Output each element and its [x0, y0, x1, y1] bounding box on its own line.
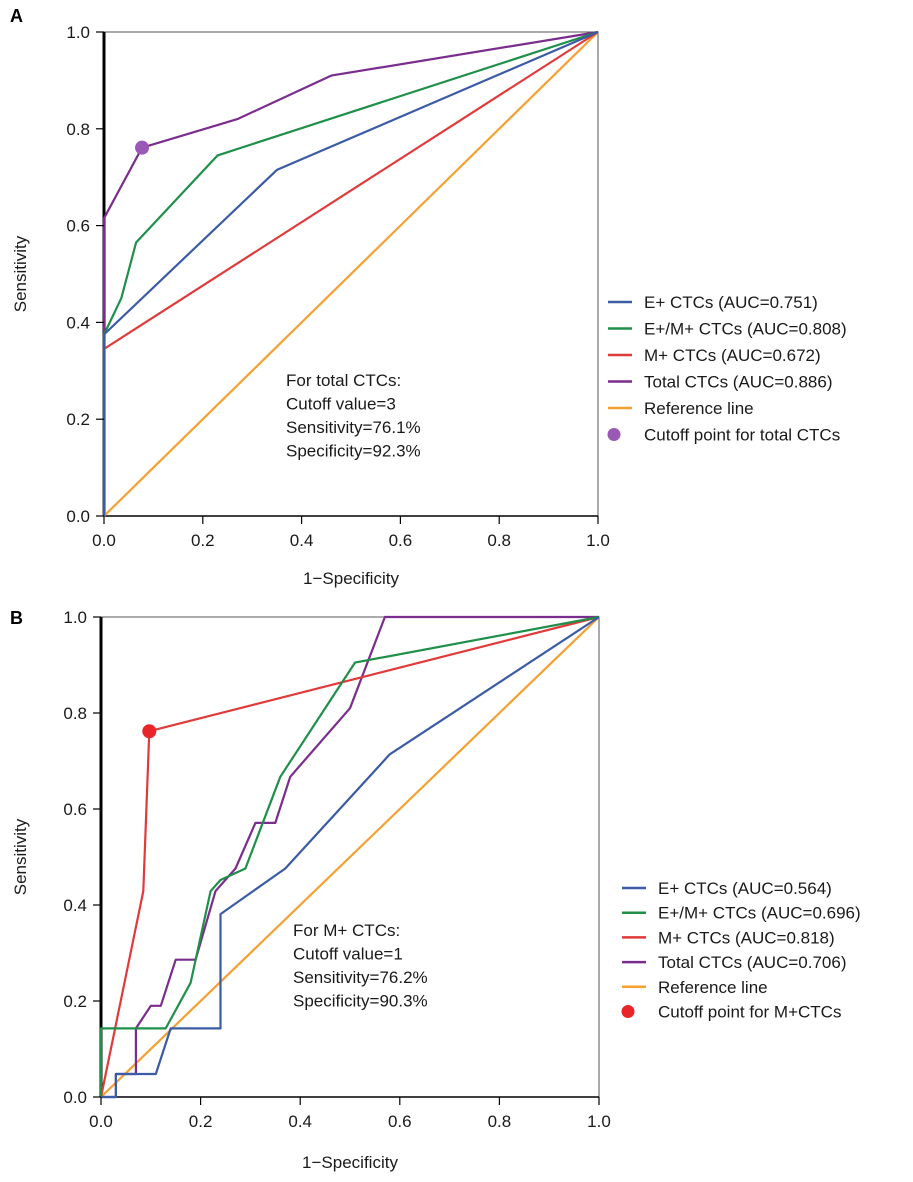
y-tick-label: 0.0 — [66, 507, 90, 526]
cutoff-point-marker — [135, 140, 150, 155]
x-tick-label: 0.4 — [290, 531, 314, 550]
x-tick-label: 0.4 — [288, 1112, 312, 1131]
panel-b: B 1−Specificity Sensitivity 0.0 0.2 0.4 0.6… — [10, 608, 861, 1172]
series-line-m-ctcs-auc-0-818 — [99, 615, 600, 1098]
legend-label: Total CTCs (AUC=0.886) — [644, 373, 832, 392]
legend-label: Cutoff point for M+CTCs — [658, 1003, 841, 1022]
y-tick-label: 1.0 — [66, 23, 90, 42]
legend-label: E+ CTCs (AUC=0.564) — [658, 879, 832, 898]
y-tick-label: 0.2 — [66, 410, 90, 429]
annotation-line: Cutoff value=3 — [286, 395, 396, 414]
series-line-e-ctcs-auc-0-751 — [102, 30, 599, 516]
legend-label: Reference line — [658, 978, 768, 997]
y-tick-label: 0.6 — [63, 800, 87, 819]
annotation-line: Specificity=92.3% — [286, 442, 421, 461]
x-tick-label: 0.2 — [191, 531, 215, 550]
x-tick-label: 0.2 — [189, 1112, 213, 1131]
plot-marks — [102, 30, 599, 517]
legend: E+ CTCs (AUC=0.751) E+/M+ CTCs (AUC=0.808… — [607, 293, 847, 445]
y-tick-label: 0.8 — [66, 120, 90, 139]
x-tick-label: 0.0 — [89, 1112, 113, 1131]
axis-ticks: 0.0 0.2 0.4 0.6 0.8 1.0 0.0 0.2 0.4 0.6 0.8 1.0 — [63, 608, 610, 1131]
x-axis-title: 1−Specificity — [302, 1153, 398, 1172]
panel-a: A 1−Specificity Sensitivity 0.0 0.2 0.4 0.6… — [10, 6, 847, 588]
series-line-e-ctcs-auc-0-564 — [101, 616, 600, 1099]
y-tick-label: 0.8 — [63, 704, 87, 723]
cutoff-point-marker — [142, 724, 157, 739]
annotation-line: For total CTCs: — [286, 371, 401, 390]
plot-marks — [99, 615, 600, 1099]
legend-label: M+ CTCs (AUC=0.672) — [644, 346, 821, 365]
axis-ticks: 0.0 0.2 0.4 0.6 0.8 1.0 0.0 0.2 0.4 0.6 0.8 1.0 — [66, 23, 609, 550]
x-tick-label: 1.0 — [586, 531, 610, 550]
legend-label: Total CTCs (AUC=0.706) — [658, 953, 846, 972]
y-tick-label: 0.0 — [63, 1088, 87, 1107]
y-axis-title: Sensitivity — [11, 235, 30, 312]
x-tick-label: 0.8 — [487, 531, 511, 550]
x-tick-label: 0.8 — [488, 1112, 512, 1131]
legend-label: Reference line — [644, 399, 754, 418]
legend-cutoff-marker — [607, 428, 621, 441]
annotation-box: For total CTCs: Cutoff value=3 Sensitivity… — [286, 371, 421, 461]
y-axis-title: Sensitivity — [11, 818, 30, 895]
annotation-line: Specificity=90.3% — [293, 992, 428, 1011]
x-axis-title: 1−Specificity — [303, 569, 399, 588]
annotation-box: For M+ CTCs: Cutoff value=1 Sensitivity=76… — [293, 921, 428, 1011]
series-line-reference-line — [103, 31, 599, 517]
y-tick-label: 0.4 — [63, 896, 87, 915]
series-line-reference-line — [100, 616, 600, 1098]
series-line-e-m-ctcs-auc-0-696 — [99, 615, 600, 1097]
annotation-line: Sensitivity=76.2% — [293, 968, 428, 987]
legend-label: E+/M+ CTCs (AUC=0.808) — [644, 320, 847, 339]
annotation-line: Sensitivity=76.1% — [286, 418, 421, 437]
legend-label: Cutoff point for total CTCs — [644, 426, 840, 445]
x-tick-label: 0.0 — [92, 531, 116, 550]
y-tick-label: 1.0 — [63, 608, 87, 627]
y-tick-label: 0.2 — [63, 992, 87, 1011]
y-tick-label: 0.6 — [66, 217, 90, 236]
series-line-total-ctcs-auc-0-886 — [102, 30, 599, 516]
y-tick-label: 0.4 — [66, 313, 90, 332]
annotation-line: Cutoff value=1 — [293, 945, 403, 964]
legend-label: E+ CTCs (AUC=0.751) — [644, 293, 818, 312]
panel-label: A — [10, 6, 23, 26]
legend-label: M+ CTCs (AUC=0.818) — [658, 928, 835, 947]
legend: E+ CTCs (AUC=0.564) E+/M+ CTCs (AUC=0.696… — [621, 879, 861, 1022]
panel-label: B — [10, 608, 23, 628]
legend-label: E+/M+ CTCs (AUC=0.696) — [658, 904, 861, 923]
legend-cutoff-marker — [621, 1005, 635, 1018]
x-tick-label: 0.6 — [388, 1112, 412, 1131]
x-tick-label: 0.6 — [389, 531, 413, 550]
annotation-line: For M+ CTCs: — [293, 921, 400, 940]
x-tick-label: 1.0 — [587, 1112, 611, 1131]
